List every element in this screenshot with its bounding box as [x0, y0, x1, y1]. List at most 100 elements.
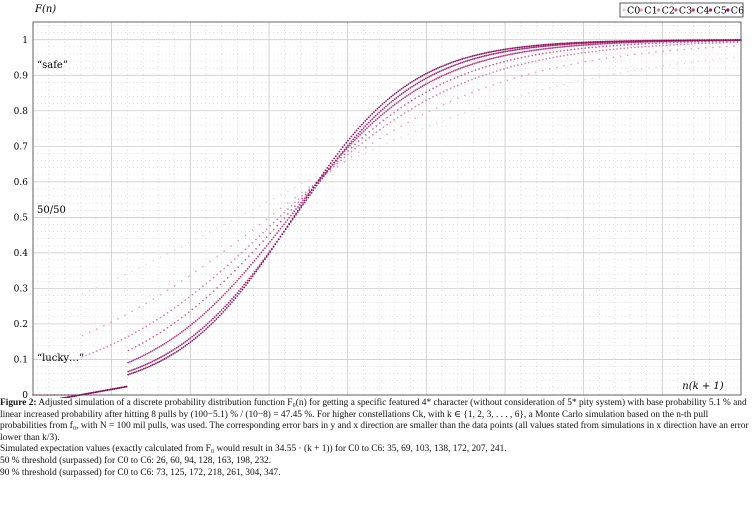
point-c1	[711, 46, 714, 49]
point-c5	[309, 194, 311, 197]
point-c2	[340, 159, 342, 162]
point-c6	[288, 222, 291, 225]
point-c6	[457, 59, 460, 62]
point-c1	[216, 255, 218, 258]
point-c5	[296, 211, 299, 214]
point-c6	[179, 348, 182, 351]
y-tick-label: 0.6	[14, 178, 29, 188]
point-c6	[276, 240, 278, 243]
point-c6	[606, 40, 609, 43]
point-c6	[625, 40, 628, 42]
point-c2	[148, 323, 151, 326]
point-c4	[610, 42, 612, 45]
point-c3	[541, 52, 544, 55]
point-c6	[212, 321, 214, 324]
point-c5	[343, 148, 346, 151]
point-c6	[163, 358, 166, 360]
point-c6	[144, 367, 147, 370]
point-c2	[725, 41, 728, 44]
point-c3	[294, 205, 296, 207]
point-c6	[733, 39, 735, 41]
point-c6	[137, 370, 140, 372]
point-c2	[637, 46, 640, 48]
point-c3	[510, 59, 512, 61]
point-c6	[388, 97, 391, 99]
y-tick-label: 0.8	[14, 107, 29, 117]
point-c5	[307, 196, 310, 199]
point-c2	[180, 301, 183, 304]
point-c6	[97, 390, 100, 393]
point-c5	[236, 292, 239, 294]
point-c3	[198, 302, 201, 305]
point-c4	[490, 57, 493, 60]
caption-line-1: Adjusted simulation of a discrete probab…	[0, 398, 749, 443]
point-c5	[321, 177, 323, 180]
point-c0	[364, 151, 367, 154]
point-c6	[293, 215, 296, 217]
point-c1	[343, 160, 346, 163]
point-c5	[447, 66, 450, 69]
point-c6	[94, 391, 97, 394]
point-c6	[113, 387, 116, 390]
point-c6	[343, 144, 346, 146]
point-c4	[232, 283, 235, 286]
point-c5	[520, 48, 522, 50]
point-c6	[478, 53, 481, 56]
point-c2	[283, 211, 286, 214]
point-c4	[288, 216, 291, 219]
point-c5	[506, 50, 509, 53]
point-c5	[239, 288, 242, 290]
point-c6	[127, 373, 130, 376]
point-c5	[205, 324, 207, 326]
point-c6	[92, 391, 95, 394]
point-c2	[453, 85, 456, 88]
point-c6	[208, 324, 211, 327]
point-c6	[135, 370, 138, 373]
point-c4	[373, 120, 375, 123]
point-c6	[61, 397, 64, 398]
point-c4	[376, 117, 379, 120]
point-c2	[170, 309, 172, 312]
point-c4	[523, 50, 526, 53]
point-c6	[186, 343, 188, 346]
point-c4	[587, 43, 590, 46]
tick-labels: 010203040506070809000.10.20.30.40.50.60.…	[14, 36, 29, 398]
point-c0	[110, 280, 112, 283]
point-c3	[524, 56, 526, 58]
point-c4	[589, 43, 592, 46]
point-c4	[231, 285, 233, 288]
point-c6	[379, 104, 382, 107]
point-c2	[432, 96, 434, 98]
point-c6	[404, 85, 406, 88]
point-c2	[386, 123, 388, 126]
point-c1	[520, 75, 523, 78]
point-c3	[584, 47, 587, 49]
point-c3	[364, 134, 367, 136]
point-c5	[454, 64, 457, 66]
point-c3	[651, 42, 654, 45]
point-c6	[592, 41, 595, 43]
point-c5	[340, 152, 342, 155]
point-c6	[258, 265, 261, 268]
point-c3	[375, 125, 378, 127]
point-c6	[646, 39, 649, 42]
point-c5	[319, 179, 322, 182]
point-c1	[386, 133, 388, 136]
point-c0	[513, 96, 516, 99]
point-c6	[264, 258, 266, 261]
point-c5	[156, 358, 159, 360]
point-c2	[619, 47, 622, 50]
point-c3	[552, 51, 555, 53]
point-c6	[174, 351, 176, 354]
point-c1	[676, 49, 679, 51]
point-c5	[402, 91, 405, 94]
point-c4	[594, 43, 597, 46]
point-c4	[355, 137, 358, 140]
point-c6	[225, 307, 228, 309]
point-c3	[244, 259, 247, 261]
annotation-lucky: “lucky…”	[37, 353, 84, 364]
point-c5	[390, 101, 393, 103]
point-c4	[525, 50, 528, 53]
point-c6	[360, 123, 363, 126]
point-c2	[722, 41, 725, 44]
